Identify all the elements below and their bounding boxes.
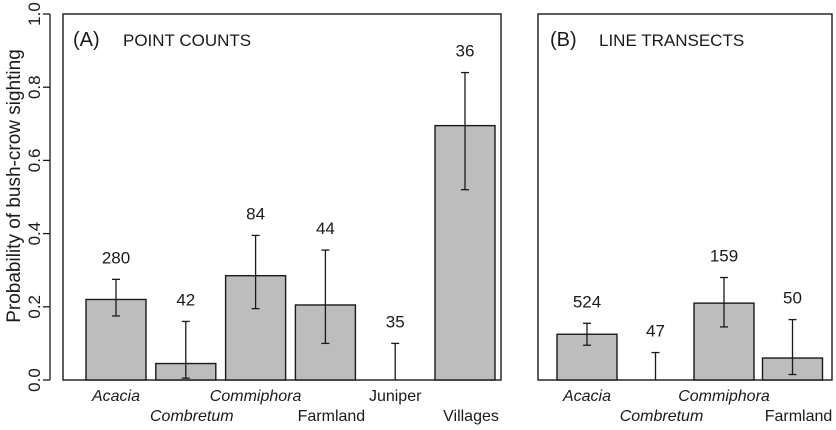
x-tick-label: Villages: [443, 408, 499, 425]
y-tick-label: 0.4: [25, 222, 44, 246]
panel-b: (B) LINE TRANSECTS 524 Acacia 47 Combretum 1…: [537, 13, 833, 425]
x-tick-label: Combretum: [150, 408, 234, 425]
x-tick-label: Commiphora: [210, 388, 302, 405]
count-label: 84: [246, 204, 265, 223]
y-tick-label: 0.6: [25, 149, 44, 173]
x-tick-label: Farmland: [298, 408, 366, 425]
y-tick-label: 0.2: [25, 295, 44, 319]
count-label: 44: [316, 219, 335, 238]
y-axis-label: Probability of bush-crow sighting: [4, 49, 25, 323]
count-label: 280: [102, 248, 130, 267]
panel-a-title: POINT COUNTS: [123, 31, 251, 50]
x-tick-label: Commiphora: [678, 388, 770, 405]
panel-a-label: (A): [73, 29, 100, 51]
x-tick-label: Acacia: [562, 388, 611, 405]
panel-b-label: (B): [550, 29, 577, 51]
x-tick-label: Farmland: [765, 408, 833, 425]
count-label: 50: [783, 289, 802, 308]
y-tick-label: 1.0: [25, 2, 44, 26]
panel-b-title: LINE TRANSECTS: [599, 31, 744, 50]
x-tick-label: Juniper: [369, 388, 422, 405]
count-label: 42: [176, 290, 195, 309]
y-tick-label: 0.0: [25, 368, 44, 392]
count-label: 35: [386, 312, 405, 331]
count-label: 524: [573, 292, 601, 311]
x-tick-label: Combretum: [620, 408, 704, 425]
count-label: 36: [456, 42, 475, 61]
panel-a: (A) POINT COUNTS 280 Acacia 42 Combretum 84 C…: [62, 13, 502, 425]
count-label: 159: [710, 247, 738, 266]
y-axis: 0.0 0.2 0.4 0.6 0.8 1.0: [25, 2, 51, 392]
y-tick-label: 0.8: [25, 75, 44, 99]
x-tick-label: Acacia: [91, 388, 140, 405]
count-label: 47: [646, 322, 665, 341]
panel-b-frame: [537, 13, 833, 381]
